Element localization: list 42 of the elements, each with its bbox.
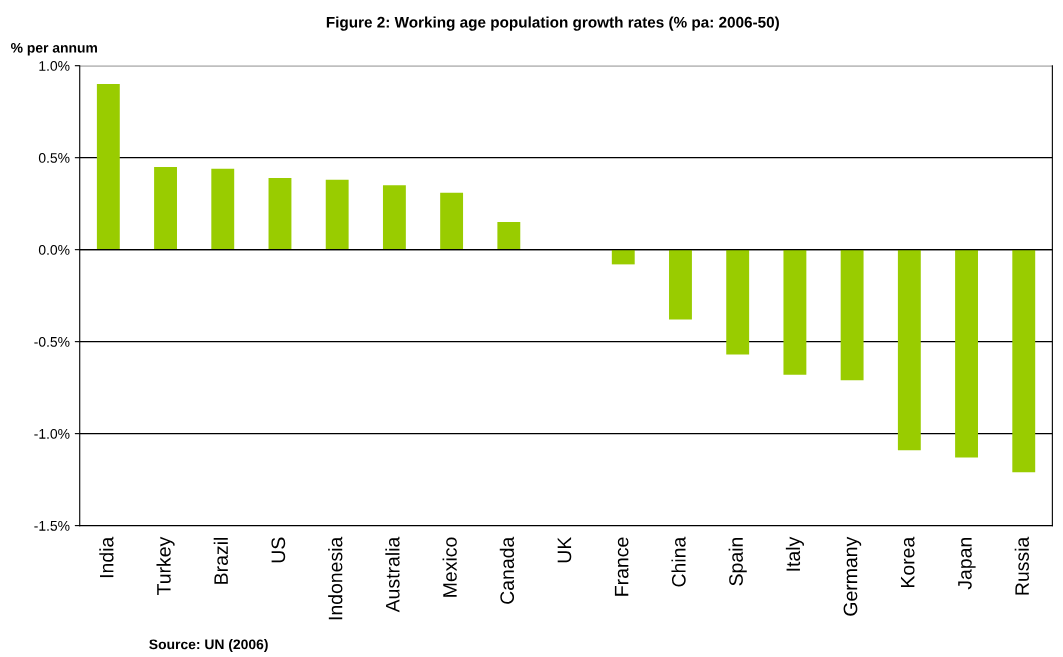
bar	[840, 249, 864, 381]
x-tick-label: Russia	[1014, 536, 1029, 595]
x-tick-label: Italy	[785, 536, 804, 571]
bar	[726, 249, 750, 355]
bar	[440, 192, 464, 250]
y-tick-label: -1.5%	[34, 520, 70, 531]
bar	[1012, 249, 1036, 473]
x-tick-label: Korea	[900, 536, 915, 587]
bar	[497, 222, 521, 250]
bar	[382, 185, 406, 250]
x-tick-label: India	[99, 536, 114, 578]
y-axis-title: % per annum	[10, 42, 97, 56]
y-tick-label: 0.5%	[38, 153, 70, 163]
bar	[669, 249, 692, 320]
x-tick-label: Turkey	[156, 536, 175, 595]
chart-title: Figure 2: Working age population growth rates (% pa: 2006-50)	[326, 16, 779, 31]
y-tick-label: 0.0%	[38, 244, 70, 255]
bar	[611, 249, 635, 265]
source-note: Source: UN (2006)	[149, 639, 268, 652]
bar	[211, 168, 235, 250]
y-tick-label: -0.5%	[34, 336, 70, 347]
bar	[955, 249, 978, 458]
x-tick-label: Spain	[728, 537, 747, 586]
x-tick-label: Indonesia	[328, 536, 343, 620]
x-tick-label: UK	[557, 536, 572, 563]
bar	[96, 84, 120, 250]
bar	[268, 177, 292, 250]
x-tick-label: Germany	[843, 536, 862, 616]
x-tick-label: US	[271, 537, 286, 563]
x-tick-label: Mexico	[442, 537, 457, 597]
x-tick-label: Brazil	[213, 538, 228, 584]
bar	[154, 166, 177, 250]
x-tick-label: China	[671, 536, 686, 587]
y-tick-label: -1.0%	[34, 428, 70, 439]
x-tick-label: France	[614, 537, 629, 596]
bar	[325, 179, 349, 250]
bar	[783, 249, 807, 375]
y-tick-label: 1.0%	[39, 61, 70, 71]
x-tick-label: Japan	[958, 537, 976, 590]
x-tick-label: Australia	[385, 536, 400, 613]
x-tick-label: Canada	[499, 536, 515, 604]
bar	[897, 249, 921, 451]
